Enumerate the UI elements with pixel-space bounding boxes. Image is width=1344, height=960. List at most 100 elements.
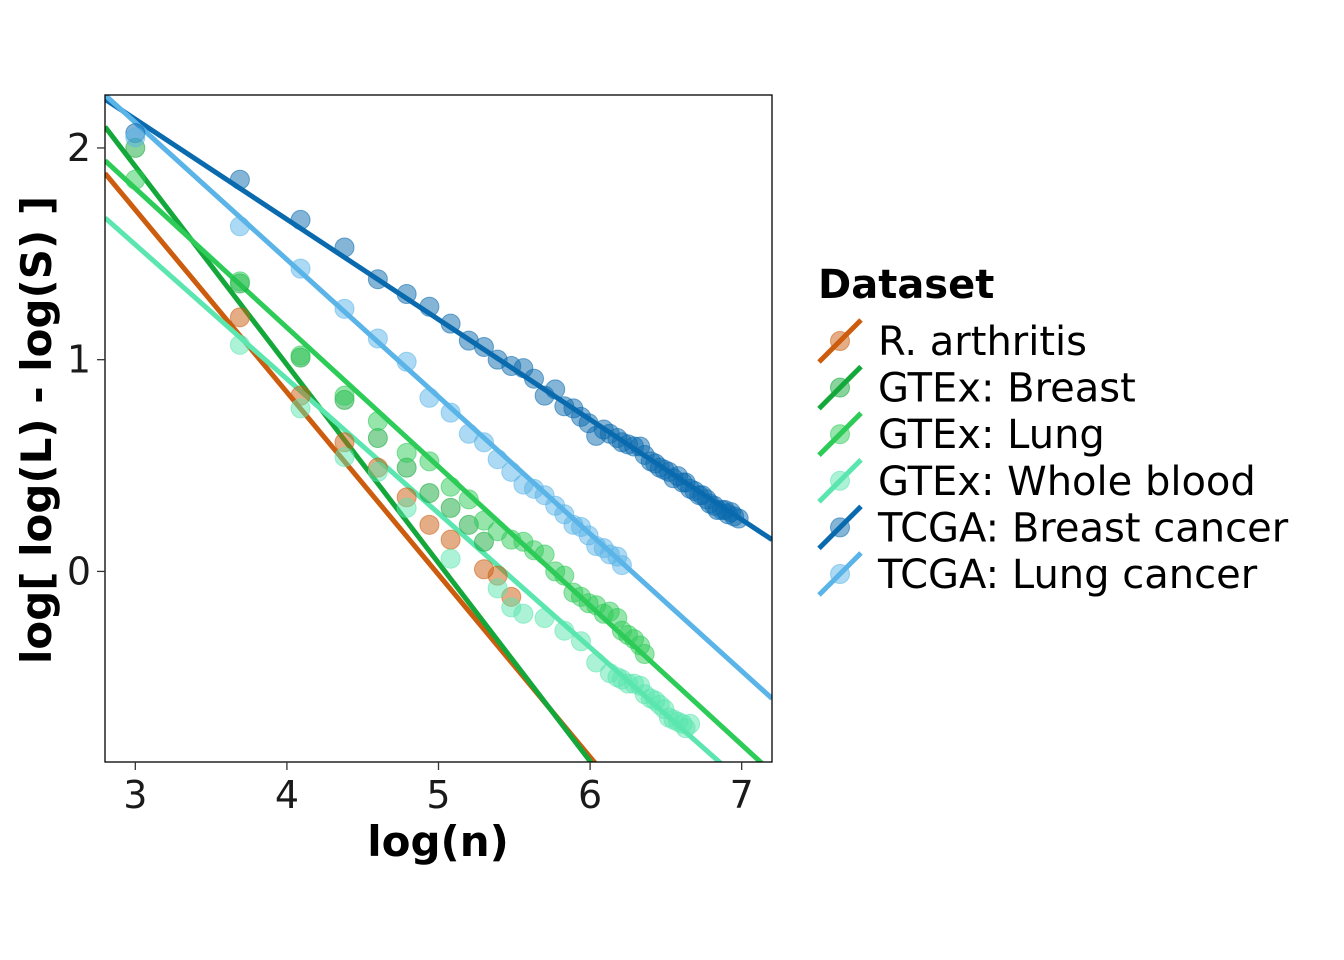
data-point xyxy=(125,127,146,148)
legend-label: TCGA: Lung cancer xyxy=(877,552,1258,598)
y-tick-label: 0 xyxy=(67,549,91,593)
data-point xyxy=(419,387,440,408)
data-point xyxy=(396,351,417,372)
data-point xyxy=(570,631,591,652)
data-point xyxy=(290,398,311,419)
x-tick-label: 6 xyxy=(578,773,602,817)
legend-item-gtex-breast: GTEx: Breast xyxy=(817,364,1136,412)
series-tcga-lung-cancer-points xyxy=(125,127,632,576)
x-tick-label: 3 xyxy=(123,773,147,817)
data-point xyxy=(419,296,440,317)
data-point xyxy=(419,483,440,504)
data-point xyxy=(473,432,494,453)
x-axis-ticks: 3 4 5 6 7 xyxy=(123,762,754,817)
data-point xyxy=(367,411,388,432)
legend-title: Dataset xyxy=(818,262,994,308)
legend-line xyxy=(817,458,863,504)
legend-label: GTEx: Whole blood xyxy=(878,459,1256,505)
data-point xyxy=(396,442,417,463)
legend-line xyxy=(817,504,863,551)
data-point xyxy=(290,258,311,279)
data-point xyxy=(367,428,388,449)
x-tick-label: 5 xyxy=(426,773,450,817)
legend-label: GTEx: Breast xyxy=(878,366,1136,412)
data-point xyxy=(501,461,522,482)
data-point xyxy=(440,497,461,518)
data-point xyxy=(487,578,508,599)
y-axis-ticks: 0 1 2 xyxy=(67,126,105,593)
data-point xyxy=(473,531,494,552)
data-point xyxy=(396,284,417,305)
data-point xyxy=(487,449,508,470)
data-point xyxy=(534,544,555,565)
data-point xyxy=(367,328,388,349)
data-point xyxy=(229,169,250,190)
data-point xyxy=(545,379,566,400)
data-point xyxy=(473,510,494,531)
legend-label: TCGA: Breast cancer xyxy=(877,505,1289,551)
legend-line xyxy=(817,318,863,364)
legend-label: GTEx: Lung xyxy=(878,412,1105,458)
y-tick-label: 1 xyxy=(67,338,91,382)
data-point xyxy=(440,313,461,334)
legend-line xyxy=(817,411,863,457)
legend-item-r-arthritis: R. arthritis xyxy=(817,318,1087,365)
data-point xyxy=(458,423,479,444)
legend-item-tcga-breast-cancer: TCGA: Breast cancer xyxy=(817,504,1289,551)
plot-frame xyxy=(104,94,773,763)
fit-line-r-arthritis xyxy=(105,171,598,762)
legend-item-gtex-whole-blood: GTEx: Whole blood xyxy=(817,458,1256,505)
fit-line-gtex-breast xyxy=(105,125,594,762)
data-point xyxy=(125,169,146,190)
data-point xyxy=(554,620,575,641)
data-point xyxy=(634,644,655,665)
data-points xyxy=(125,123,749,739)
data-point xyxy=(440,529,461,550)
plot-area xyxy=(105,95,772,762)
data-point xyxy=(367,461,388,482)
series-tcga-breast-cancer-points xyxy=(125,123,749,529)
legend-label: R. arthritis xyxy=(878,319,1087,365)
data-point xyxy=(513,603,534,624)
data-point xyxy=(419,451,440,472)
data-point xyxy=(290,345,311,366)
data-point xyxy=(396,497,417,518)
data-point xyxy=(419,514,440,535)
legend-line xyxy=(817,364,863,411)
data-point xyxy=(229,334,250,355)
data-point xyxy=(534,608,555,629)
data-point xyxy=(524,368,545,389)
data-point xyxy=(367,269,388,290)
data-point xyxy=(229,307,250,328)
data-point xyxy=(458,489,479,510)
data-point xyxy=(229,216,250,237)
data-point xyxy=(334,447,355,468)
series-gtex-whole-blood-points xyxy=(229,334,701,739)
data-point xyxy=(611,555,632,576)
fit-line-gtex-lung xyxy=(105,158,765,762)
data-point xyxy=(473,336,494,357)
data-point xyxy=(334,385,355,406)
x-axis-title: log(n) xyxy=(367,817,509,866)
x-tick-label: 4 xyxy=(275,773,299,817)
series-gtex-breast-points xyxy=(125,137,494,552)
series-gtex-lung-points xyxy=(125,169,655,665)
data-point xyxy=(440,476,461,497)
data-point xyxy=(334,237,355,258)
data-point xyxy=(229,271,250,292)
legend-line xyxy=(817,551,863,597)
data-point xyxy=(554,565,575,586)
legend-item-tcga-lung-cancer: TCGA: Lung cancer xyxy=(817,551,1258,598)
data-point xyxy=(728,508,749,529)
x-tick-label: 7 xyxy=(730,773,754,817)
data-point xyxy=(680,713,701,734)
data-point xyxy=(290,209,311,230)
data-point xyxy=(334,298,355,319)
y-axis-title: log[ log(L) - log(S) ] xyxy=(12,196,61,664)
data-point xyxy=(440,402,461,423)
y-tick-label: 2 xyxy=(67,126,91,170)
legend-item-gtex-lung: GTEx: Lung xyxy=(817,411,1105,458)
